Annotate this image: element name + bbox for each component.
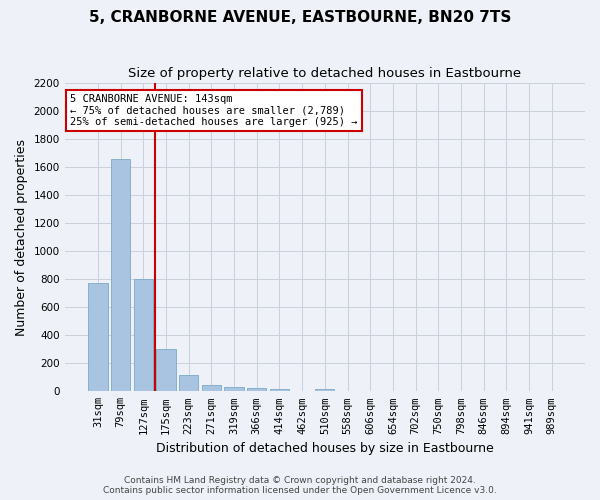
Text: 5 CRANBORNE AVENUE: 143sqm
← 75% of detached houses are smaller (2,789)
25% of s: 5 CRANBORNE AVENUE: 143sqm ← 75% of deta… <box>70 94 358 127</box>
Bar <box>157 350 176 392</box>
Text: Contains HM Land Registry data © Crown copyright and database right 2024.
Contai: Contains HM Land Registry data © Crown c… <box>103 476 497 495</box>
Y-axis label: Number of detached properties: Number of detached properties <box>15 138 28 336</box>
Bar <box>111 158 130 392</box>
Bar <box>202 385 221 392</box>
Bar <box>247 388 266 392</box>
Text: 5, CRANBORNE AVENUE, EASTBOURNE, BN20 7TS: 5, CRANBORNE AVENUE, EASTBOURNE, BN20 7T… <box>89 10 511 25</box>
Title: Size of property relative to detached houses in Eastbourne: Size of property relative to detached ho… <box>128 68 521 80</box>
Bar <box>134 279 153 392</box>
Bar <box>224 387 244 392</box>
X-axis label: Distribution of detached houses by size in Eastbourne: Distribution of detached houses by size … <box>156 442 494 455</box>
Bar <box>315 388 334 392</box>
Bar <box>179 375 199 392</box>
Bar <box>88 282 107 392</box>
Bar <box>270 388 289 392</box>
